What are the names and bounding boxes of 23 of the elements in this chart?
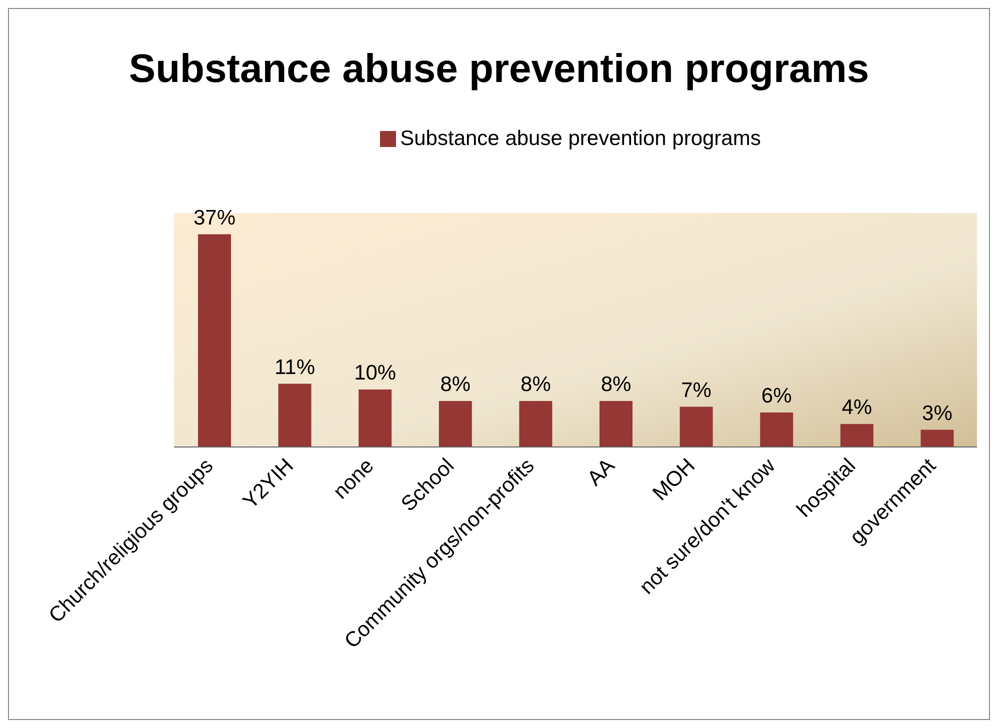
bar (198, 234, 231, 447)
legend-label: Substance abuse prevention programs (400, 127, 761, 150)
bar (920, 430, 954, 447)
data-label: 4% (842, 396, 872, 419)
data-label: 8% (600, 373, 632, 396)
data-label: 7% (681, 378, 712, 402)
chart-title: Substance abuse prevention programs (128, 47, 870, 92)
bar (840, 424, 874, 447)
bar (278, 384, 312, 447)
bar (680, 406, 713, 447)
data-label: 8% (520, 373, 551, 396)
bar (519, 401, 552, 447)
bar (358, 390, 392, 447)
x-tick-label: AA (583, 454, 620, 490)
data-label: 3% (922, 402, 952, 425)
data-label: 6% (761, 384, 792, 408)
data-label: 37% (193, 206, 236, 230)
data-label: 8% (440, 373, 471, 396)
bar (760, 412, 794, 447)
bar (600, 401, 632, 447)
data-label: 10% (354, 362, 396, 385)
bar (438, 401, 472, 447)
data-label: 11% (274, 356, 316, 379)
